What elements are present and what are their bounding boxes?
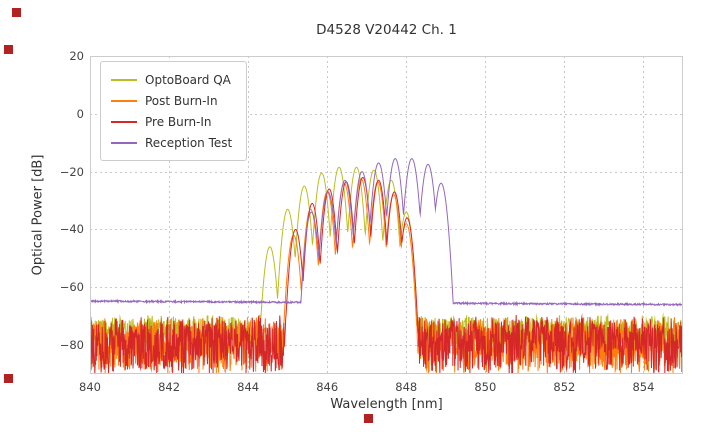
x-axis-label: Wavelength [nm] — [330, 397, 443, 412]
x-tick-label: 842 — [158, 380, 181, 394]
chart-title: D4528 V20442 Ch. 1 — [316, 22, 457, 38]
x-tick-label: 844 — [237, 380, 260, 394]
fiducial-marker — [12, 8, 21, 17]
y-tick-label: 20 — [69, 49, 84, 63]
legend-line-swatch — [111, 99, 137, 102]
legend-line-swatch — [111, 78, 137, 81]
y-tick-label: −20 — [59, 164, 84, 179]
y-tick-label: −60 — [59, 280, 84, 295]
legend-item: Pre Burn-In — [111, 111, 232, 132]
legend-label: Post Burn-In — [145, 93, 218, 108]
y-tick-label: −40 — [59, 222, 84, 237]
legend-item: OptoBoard QA — [111, 69, 232, 90]
legend-label: OptoBoard QA — [145, 72, 231, 87]
legend-item: Post Burn-In — [111, 90, 232, 111]
legend-line-swatch — [111, 120, 137, 123]
legend-item: Reception Test — [111, 132, 232, 153]
fiducial-marker — [364, 414, 373, 423]
x-tick-label: 848 — [395, 380, 418, 394]
x-tick-label: 840 — [79, 380, 101, 394]
y-tick-label: 0 — [76, 106, 84, 121]
y-tick-label: −80 — [59, 338, 84, 353]
legend-label: Reception Test — [145, 135, 233, 150]
legend-line-swatch — [111, 141, 137, 144]
x-tick-label: 852 — [553, 380, 576, 394]
fiducial-marker — [4, 374, 13, 383]
x-tick-label: 846 — [316, 380, 339, 394]
x-tick-label: 854 — [632, 380, 655, 394]
fiducial-marker — [4, 45, 13, 54]
legend-label: Pre Burn-In — [145, 114, 212, 129]
legend: OptoBoard QA Post Burn-In Pre Burn-In Recep… — [100, 61, 248, 161]
x-tick-label: 850 — [474, 380, 497, 394]
